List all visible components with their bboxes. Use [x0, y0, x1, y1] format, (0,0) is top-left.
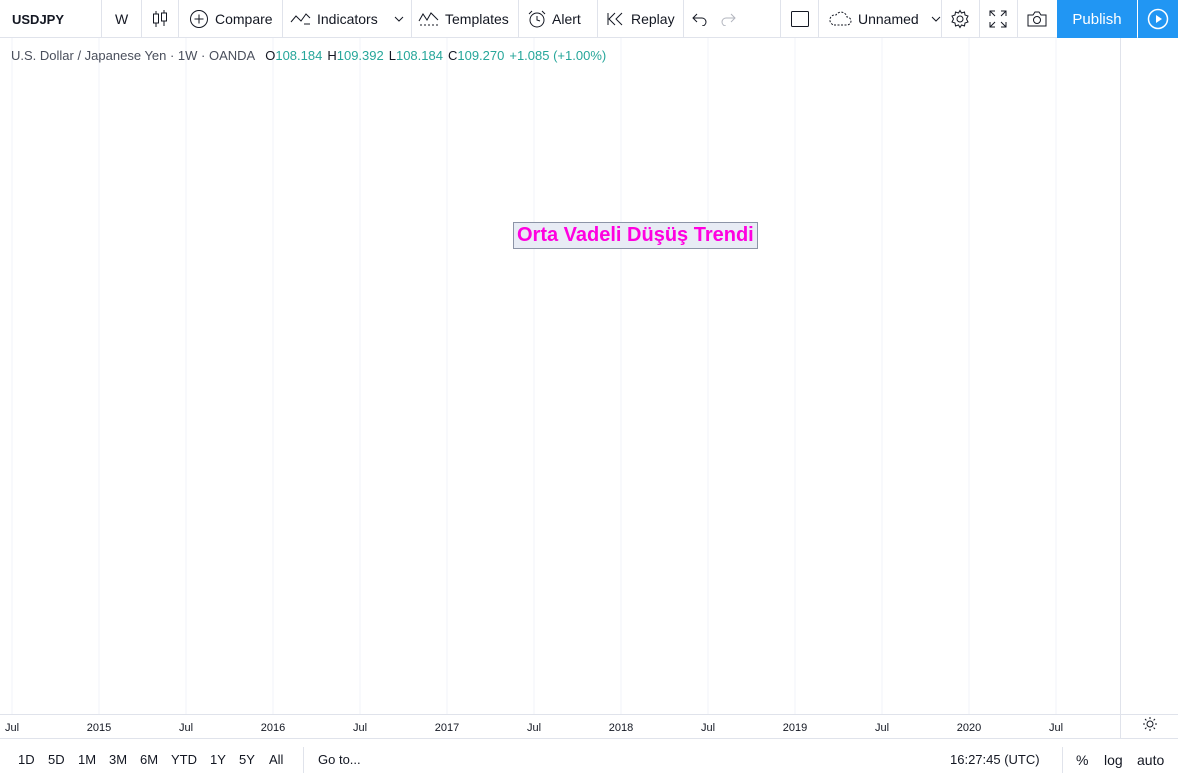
log-toggle[interactable]: log	[1104, 752, 1123, 768]
chart-pane[interactable]	[0, 38, 1120, 714]
fullscreen-icon[interactable]	[989, 0, 1007, 38]
candlestick-chart[interactable]	[0, 38, 1120, 714]
fullscreen-checkbox-icon[interactable]	[790, 0, 810, 38]
compare-label: Compare	[215, 11, 273, 27]
price-scale: 96.00098.000100.000102.000104.000106.000…	[1121, 38, 1178, 714]
chevron-down-icon[interactable]	[931, 15, 941, 23]
bottom-toolbar: 1D 5D 1M 3M 6M YTD 1Y 5Y All Go to... 16…	[0, 738, 1178, 781]
axis-settings-corner[interactable]	[1120, 714, 1178, 738]
time-tick-label: Jul	[875, 722, 889, 734]
layout-name-label: Unnamed	[858, 11, 919, 27]
toolbar-divider	[597, 0, 598, 38]
toolbar-divider	[411, 0, 412, 38]
legend-high-value: 109.392	[336, 48, 384, 63]
time-tick-label: 2020	[957, 722, 981, 734]
price-axis[interactable]: 96.00098.000100.000102.000104.000106.000…	[1120, 38, 1178, 714]
replay-button[interactable]: Replay	[607, 0, 675, 38]
legend-close-key: C	[447, 48, 458, 63]
toolbar-divider	[101, 0, 102, 38]
camera-icon[interactable]	[1026, 0, 1048, 38]
time-tick-label: Jul	[527, 722, 541, 734]
legend-low-key: L	[388, 48, 396, 63]
time-tick-label: Jul	[701, 722, 715, 734]
compare-button[interactable]: Compare	[189, 0, 273, 38]
alarm-clock-icon	[527, 9, 547, 29]
chevron-down-icon[interactable]	[394, 15, 404, 23]
legend-low-value: 108.184	[395, 48, 443, 63]
top-toolbar: USDJPY W Compare Indicators Templates Al…	[0, 0, 1178, 38]
percent-toggle[interactable]: %	[1076, 752, 1089, 768]
candles-icon[interactable]	[151, 0, 169, 38]
vertical-gridlines	[11, 38, 1057, 714]
alert-label: Alert	[552, 11, 581, 27]
range-1y[interactable]: 1Y	[210, 752, 226, 767]
time-tick-label: Jul	[1049, 722, 1063, 734]
toolbar-divider	[683, 0, 684, 38]
time-scale: Jul 2015 Jul 2016 Jul 2017 Jul 2018 Jul 2019 Jul 20…	[5, 722, 1063, 734]
legend-open-value: 108.184	[275, 48, 323, 63]
redo-icon[interactable]	[720, 0, 736, 38]
range-1m[interactable]: 1M	[78, 752, 97, 767]
goto-button[interactable]: Go to...	[318, 752, 361, 767]
rewind-icon	[607, 11, 625, 27]
interval-button[interactable]: W	[115, 11, 129, 27]
legend-change-value: +1.085 (+1.00%)	[509, 48, 607, 63]
templates-button[interactable]: Templates	[418, 0, 509, 38]
range-1d[interactable]: 1D	[18, 752, 35, 767]
legend-high-key: H	[327, 48, 337, 63]
trend-annotation-label[interactable]: Orta Vadeli Düşüş Trendi	[513, 222, 758, 249]
toolbar-divider	[518, 0, 519, 38]
time-tick-label: Jul	[179, 722, 193, 734]
auto-toggle[interactable]: auto	[1137, 752, 1165, 768]
legend-open-key: O	[265, 48, 276, 63]
indicators-icon	[290, 9, 312, 29]
play-icon[interactable]	[1138, 0, 1178, 38]
time-tick-label: Jul	[5, 722, 19, 734]
legend-title: U.S. Dollar / Japanese Yen · 1W · OANDA	[11, 48, 256, 63]
settings-sun-icon[interactable]	[1142, 716, 1158, 737]
legend-close-value: 109.270	[457, 48, 505, 63]
layout-name-button[interactable]: Unnamed	[828, 0, 941, 38]
toolbar-divider	[1017, 0, 1018, 38]
indicators-button[interactable]: Indicators	[290, 0, 404, 38]
plus-circle-icon	[189, 9, 209, 29]
time-tick-label: 2016	[261, 722, 285, 734]
toolbar-divider	[178, 0, 179, 38]
time-axis[interactable]: Jul 2015 Jul 2016 Jul 2017 Jul 2018 Jul 2019 Jul 20…	[0, 714, 1120, 738]
range-5d[interactable]: 5D	[48, 752, 65, 767]
templates-label: Templates	[445, 11, 509, 27]
replay-label: Replay	[631, 11, 675, 27]
range-5y[interactable]: 5Y	[239, 752, 255, 767]
gear-icon[interactable]	[950, 0, 970, 38]
time-tick-label: Jul	[353, 722, 367, 734]
alert-button[interactable]: Alert	[527, 0, 581, 38]
cloud-icon	[828, 11, 852, 27]
templates-icon	[418, 9, 440, 29]
toolbar-divider	[979, 0, 980, 38]
range-3m[interactable]: 3M	[109, 752, 128, 767]
range-ytd[interactable]: YTD	[171, 752, 197, 767]
bottom-divider	[1062, 747, 1063, 773]
toolbar-divider	[941, 0, 942, 38]
range-6m[interactable]: 6M	[140, 752, 159, 767]
chart-legend: U.S. Dollar / Japanese Yen · 1W · OANDA …	[11, 48, 611, 63]
symbol-search[interactable]: USDJPY	[12, 11, 65, 27]
time-tick-label: 2015	[87, 722, 111, 734]
time-tick-label: 2017	[435, 722, 459, 734]
bottom-divider	[303, 747, 304, 773]
utc-clock[interactable]: 16:27:45 (UTC)	[950, 752, 1040, 767]
undo-icon[interactable]	[692, 0, 708, 38]
publish-button[interactable]: Publish	[1057, 0, 1137, 38]
toolbar-divider	[282, 0, 283, 38]
range-all[interactable]: All	[269, 752, 284, 767]
time-tick-label: 2018	[609, 722, 633, 734]
time-tick-label: 2019	[783, 722, 807, 734]
toolbar-divider	[818, 0, 819, 38]
toolbar-divider	[780, 0, 781, 38]
indicators-label: Indicators	[317, 11, 378, 27]
toolbar-divider	[141, 0, 142, 38]
